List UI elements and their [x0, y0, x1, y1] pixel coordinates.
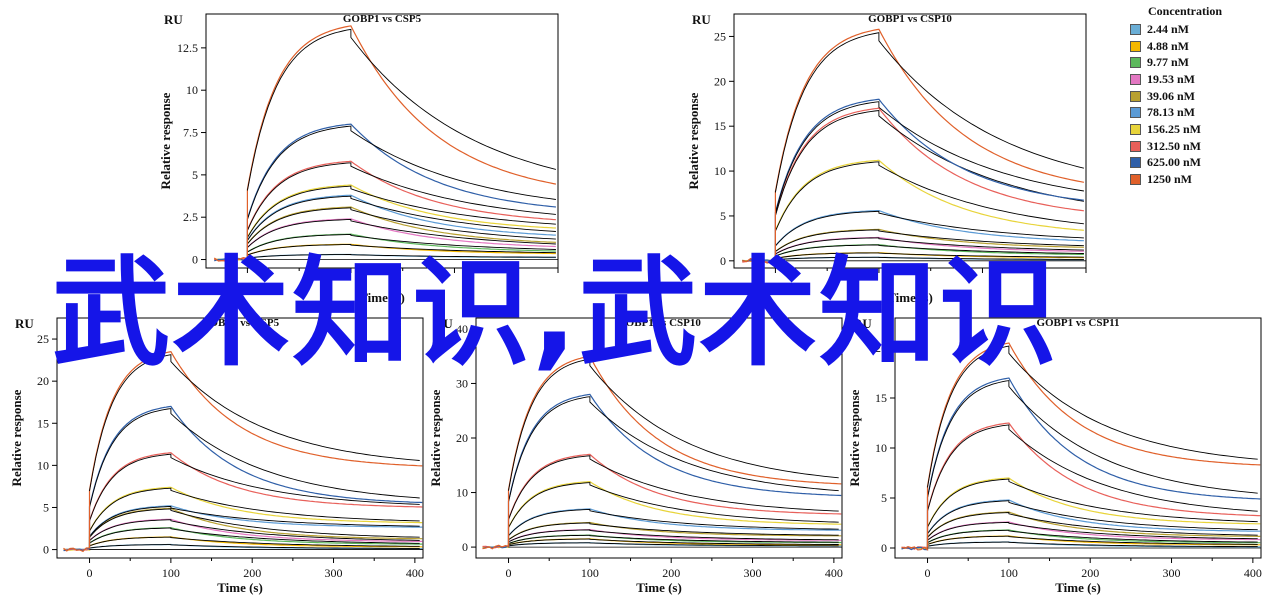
y-tick-label: 0: [43, 543, 49, 557]
y-tick-label: 0: [881, 541, 887, 555]
legend-swatch: [1130, 41, 1141, 52]
plot-frame: [206, 14, 558, 268]
watermark-overlay-text: 武术知识,武术知识: [52, 238, 1232, 388]
fit-line-9: [775, 102, 1084, 213]
x-tick-label: 100: [162, 566, 180, 580]
x-tick-label: 300: [744, 566, 762, 580]
legend-label: 2.44 nM: [1147, 22, 1189, 37]
y-axis-title: Relative response: [428, 389, 443, 486]
x-tick-label: 300: [325, 566, 343, 580]
legend-item: 1250 nM: [1110, 171, 1260, 188]
x-axis-title: Time (s): [636, 580, 682, 595]
legend-swatch: [1130, 91, 1141, 102]
legend-item: 4.88 nM: [1110, 38, 1260, 55]
legend-item: 2.44 nM: [1110, 21, 1260, 38]
x-tick-label: 0: [87, 566, 93, 580]
legend-swatch: [1130, 141, 1141, 152]
fit-line-10: [247, 29, 556, 190]
legend-item: 39.06 nM: [1110, 88, 1260, 105]
fit-line-7: [775, 162, 1084, 231]
fit-line-5: [928, 513, 1258, 538]
series-line-9: [902, 378, 1261, 550]
y-tick-label: 10: [186, 83, 198, 97]
unit-label: RU: [164, 12, 183, 27]
chart-title: GOBP1 vs CSP5: [343, 13, 422, 25]
legend-swatch: [1130, 124, 1141, 135]
legend-label: 39.06 nM: [1147, 89, 1195, 104]
x-tick-label: 400: [825, 566, 843, 580]
legend-item: 312.50 nM: [1110, 138, 1260, 155]
y-tick-label: 10: [37, 458, 49, 472]
x-tick-label: 0: [506, 566, 512, 580]
legend-label: 156.25 nM: [1147, 122, 1201, 137]
legend-label: 1250 nM: [1147, 172, 1192, 187]
x-tick-label: 0: [925, 566, 931, 580]
x-tick-label: 400: [406, 566, 424, 580]
x-axis-title: Time (s): [1055, 580, 1101, 595]
x-tick-label: 200: [243, 566, 261, 580]
unit-label: RU: [692, 12, 711, 27]
x-tick-label: 400: [1244, 566, 1262, 580]
y-axis-title: Relative response: [686, 92, 701, 189]
y-tick-label: 5: [720, 209, 726, 223]
y-tick-label: 10: [456, 486, 468, 500]
legend-item: 78.13 nM: [1110, 104, 1260, 121]
y-axis-title: Relative response: [158, 92, 173, 189]
legend-item: 625.00 nM: [1110, 155, 1260, 172]
fit-line-6: [247, 196, 556, 240]
y-tick-label: 7.5: [183, 126, 198, 140]
fit-line-8: [509, 456, 839, 520]
x-tick-label: 300: [1163, 566, 1181, 580]
y-tick-label: 15: [37, 416, 49, 430]
fit-line-6: [928, 501, 1258, 534]
legend-item: 156.25 nM: [1110, 121, 1260, 138]
y-tick-label: 10: [875, 441, 887, 455]
y-axis-title: Relative response: [9, 389, 24, 486]
y-tick-label: 25: [714, 29, 726, 43]
legend-label: 19.53 nM: [1147, 72, 1195, 87]
legend-label: 4.88 nM: [1147, 39, 1189, 54]
legend-swatch: [1130, 24, 1141, 35]
legend-swatch: [1130, 107, 1141, 118]
x-tick-label: 100: [1000, 566, 1018, 580]
y-tick-label: 5: [43, 500, 49, 514]
fit-line-7: [509, 483, 839, 528]
legend-title: Concentration: [1110, 4, 1260, 19]
y-tick-label: 20: [456, 431, 468, 445]
legend-label: 312.50 nM: [1147, 139, 1201, 154]
chart-title: GOBP1 vs CSP10: [868, 13, 952, 25]
legend-item: 19.53 nM: [1110, 71, 1260, 88]
legend-swatch: [1130, 174, 1141, 185]
y-tick-label: 0: [462, 540, 468, 554]
series-line-10: [742, 29, 1084, 263]
fit-line-10: [775, 33, 1084, 193]
y-tick-label: 20: [37, 374, 49, 388]
y-tick-label: 10: [714, 164, 726, 178]
x-axis-title: Time (s): [217, 580, 263, 595]
x-tick-label: 200: [662, 566, 680, 580]
legend-label: 78.13 nM: [1147, 105, 1195, 120]
y-tick-label: 5: [192, 168, 198, 182]
fit-line-8: [928, 425, 1258, 511]
y-tick-label: 15: [714, 119, 726, 133]
legend-swatch: [1130, 57, 1141, 68]
legend-swatch: [1130, 157, 1141, 168]
y-axis-title: Relative response: [847, 389, 862, 486]
legend-label: 9.77 nM: [1147, 55, 1189, 70]
legend-label: 625.00 nM: [1147, 155, 1201, 170]
y-tick-label: 12.5: [177, 41, 198, 55]
fit-line-8: [775, 111, 1084, 216]
y-tick-label: 2.5: [183, 210, 198, 224]
x-tick-label: 200: [1081, 566, 1099, 580]
y-tick-label: 25: [37, 332, 49, 346]
concentration-legend: Concentration 2.44 nM 4.88 nM 9.77 nM 19…: [1110, 4, 1260, 188]
x-tick-label: 100: [581, 566, 599, 580]
legend-swatch: [1130, 74, 1141, 85]
y-tick-label: 20: [714, 74, 726, 88]
unit-label: RU: [15, 316, 34, 331]
y-tick-label: 5: [881, 491, 887, 505]
y-tick-label: 15: [875, 391, 887, 405]
series-line-8: [483, 454, 842, 548]
legend-item: 9.77 nM: [1110, 54, 1260, 71]
